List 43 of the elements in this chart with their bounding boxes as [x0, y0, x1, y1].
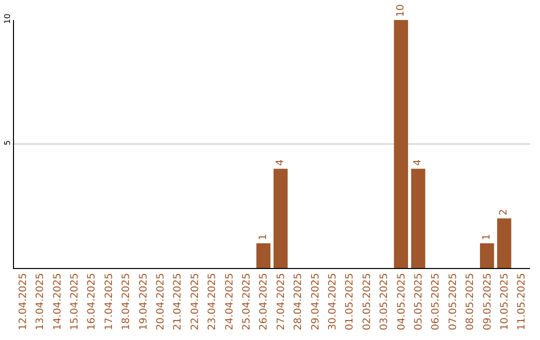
x-tick-label: 04.05.2025	[396, 273, 408, 330]
x-tick-label: 10.05.2025	[499, 273, 510, 330]
x-tick-label: 22.04.2025	[190, 273, 201, 330]
bar	[274, 168, 288, 268]
x-tick-label: 01.05.2025	[344, 273, 356, 330]
x-tick-label: 12.04.2025	[18, 273, 29, 330]
x-tick-label: 11.05.2025	[516, 273, 528, 330]
x-tick-label: 03.05.2025	[379, 273, 390, 330]
x-tick-label: 13.04.2025	[35, 273, 46, 330]
x-tick-label: 05.05.2025	[413, 273, 424, 330]
bar	[394, 20, 408, 268]
x-tick-label: 08.05.2025	[465, 273, 476, 330]
x-tick-label: 14.04.2025	[52, 273, 64, 330]
bar	[411, 168, 426, 268]
x-tick-label: 24.04.2025	[224, 273, 236, 330]
x-tick-label: 19.04.2025	[138, 273, 150, 330]
data-label: 10	[396, 4, 406, 17]
data-label: 1	[258, 234, 269, 240]
data-label: 1	[482, 234, 492, 240]
data-label: 4	[412, 159, 424, 166]
bar	[256, 243, 270, 268]
x-tick-label: 26.04.2025	[258, 273, 270, 330]
x-tick-label: 16.04.2025	[86, 273, 98, 330]
x-tick-label: 18.04.2025	[121, 273, 132, 330]
x-tick-label: 15.04.2025	[69, 273, 80, 330]
x-tick-label: 21.04.2025	[172, 273, 184, 330]
x-tick-label: 02.05.2025	[362, 273, 373, 330]
x-tick-label: 09.05.2025	[482, 273, 494, 330]
x-tick-label: 25.04.2025	[241, 273, 252, 330]
x-tick-label: 29.04.2025	[310, 273, 322, 330]
bar	[497, 218, 512, 268]
data-label: 2	[498, 209, 510, 216]
bar	[480, 243, 494, 268]
x-tick-label: 23.04.2025	[207, 273, 218, 330]
y-tick-label: 5	[2, 140, 12, 146]
x-tick-label: 27.04.2025	[276, 273, 287, 330]
x-tick-label: 17.04.2025	[104, 273, 115, 330]
x-tick-label: 30.04.2025	[327, 273, 338, 330]
x-tick-label: 07.05.2025	[448, 273, 459, 330]
x-tick-label: 20.04.2025	[155, 273, 166, 330]
data-label: 4	[275, 159, 286, 166]
x-tick-label: 28.04.2025	[293, 273, 304, 330]
x-tick-label: 06.05.2025	[430, 273, 442, 330]
